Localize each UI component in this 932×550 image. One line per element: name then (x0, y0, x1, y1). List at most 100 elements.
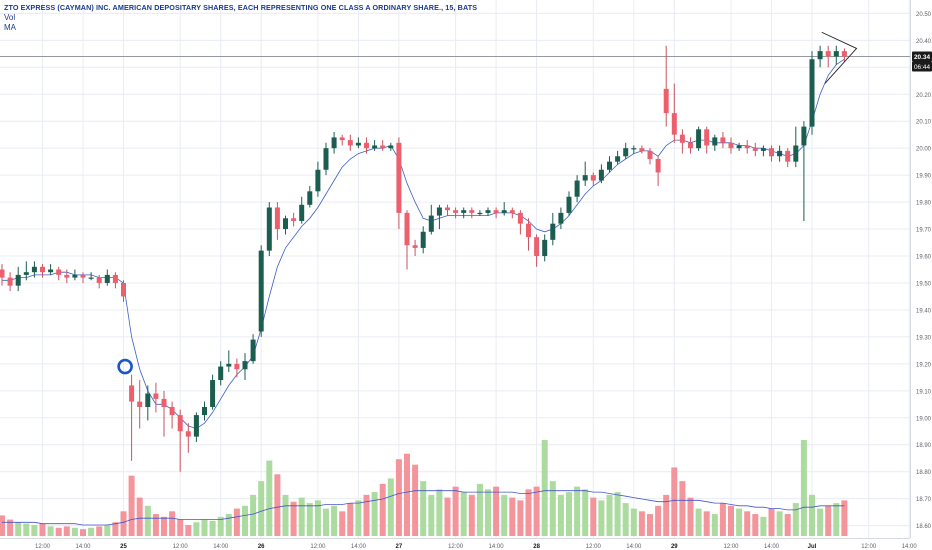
candle-body (129, 385, 135, 402)
volume-bar (347, 503, 354, 536)
candle-body (655, 158, 661, 173)
candle-body (339, 137, 345, 141)
volume-bar (7, 519, 14, 536)
candle-body (752, 148, 758, 151)
volume-bar (355, 500, 362, 536)
volume-bar (420, 481, 427, 536)
candle-body (817, 51, 823, 60)
candle-body (453, 210, 459, 213)
x-tick-label: 14:00 (213, 544, 229, 550)
candle-body (347, 140, 353, 146)
candle-body (112, 274, 118, 283)
candle-body (72, 274, 78, 278)
candle-body (291, 218, 297, 221)
y-tick-label: 19.50 (916, 281, 932, 287)
volume-bar (760, 516, 767, 536)
candle-body (566, 196, 572, 213)
y-tick-label: 19.10 (916, 389, 932, 395)
volume-bar (630, 508, 637, 536)
candle-body (64, 274, 70, 278)
volume-bar (784, 514, 791, 536)
volume-bar (647, 514, 653, 536)
volume-bar (590, 497, 597, 536)
volume-bar (387, 478, 394, 536)
y-tick-label: 20.10 (916, 120, 932, 126)
x-tick-label: 14:00 (489, 544, 505, 550)
volume-bar (395, 459, 402, 536)
candle-body (412, 245, 418, 248)
volume-bar (169, 511, 176, 536)
candle-body (250, 339, 256, 362)
y-tick-label: 19.80 (916, 201, 932, 207)
x-tick-label: 26 (258, 544, 265, 550)
candle-body (509, 210, 515, 213)
candle-body (582, 175, 588, 181)
volume-bar (306, 503, 313, 536)
candle-body (639, 148, 645, 151)
candle-body (185, 431, 191, 437)
volume-bar (225, 514, 232, 536)
volume-bar (88, 527, 95, 536)
volume-bar (541, 440, 548, 536)
y-tick-label: 19.40 (916, 308, 932, 314)
x-tick-label: 12:00 (310, 544, 326, 550)
volume-bar (233, 508, 240, 536)
volume-bar (695, 508, 702, 536)
candle-body (210, 380, 216, 407)
volume-bar (428, 494, 435, 536)
candle-body (193, 415, 199, 437)
candle-body (598, 169, 604, 181)
volume-bar (104, 525, 111, 536)
volume-bar (476, 483, 483, 536)
volume-bar (549, 481, 556, 536)
y-tick-label: 18.80 (916, 470, 932, 476)
candle-body (671, 113, 677, 135)
candle-body (534, 237, 540, 257)
volume-bar (752, 514, 759, 536)
volume-bar (136, 497, 143, 536)
y-tick-label: 18.90 (916, 443, 932, 449)
volume-bar (47, 526, 54, 536)
x-tick-label: 14:00 (902, 544, 918, 550)
candle-body (137, 401, 143, 407)
volume-bar (444, 497, 451, 536)
candle-body (0, 269, 5, 278)
candle-body (80, 274, 86, 278)
legend-vol: Vol (4, 13, 16, 22)
volume-bar (719, 503, 726, 536)
candle-body (153, 393, 159, 399)
x-tick-label: 28 (533, 544, 540, 550)
candle-body (388, 145, 394, 149)
volume-bar (412, 464, 419, 536)
candle-body (550, 223, 556, 240)
candle-body (590, 175, 596, 181)
volume-bar (460, 492, 467, 536)
volume-bar (128, 475, 135, 536)
candle-body (517, 212, 523, 224)
candle-body (307, 191, 313, 205)
x-tick-label: 14:00 (351, 544, 367, 550)
volume-bar (711, 514, 718, 536)
volume-bar (177, 519, 184, 536)
candle-body (364, 142, 369, 149)
x-tick-label: 12:00 (723, 544, 739, 550)
volume-bar (193, 522, 200, 536)
candle-body (218, 366, 224, 381)
candle-body (274, 207, 280, 230)
candle-body (809, 59, 815, 127)
volume-bar (258, 481, 265, 536)
candle-body (372, 145, 378, 149)
volume-bar (161, 516, 167, 536)
volume-bar (144, 505, 151, 536)
candle-body (315, 169, 321, 192)
candle-body (744, 145, 750, 149)
volume-bar (250, 494, 257, 536)
volume-bar (687, 497, 694, 536)
candle-body (31, 266, 37, 273)
candle-body (121, 282, 126, 297)
candle-body (88, 277, 94, 279)
candle-body (623, 148, 629, 157)
candle-body (833, 51, 839, 57)
candle-body (720, 137, 726, 143)
